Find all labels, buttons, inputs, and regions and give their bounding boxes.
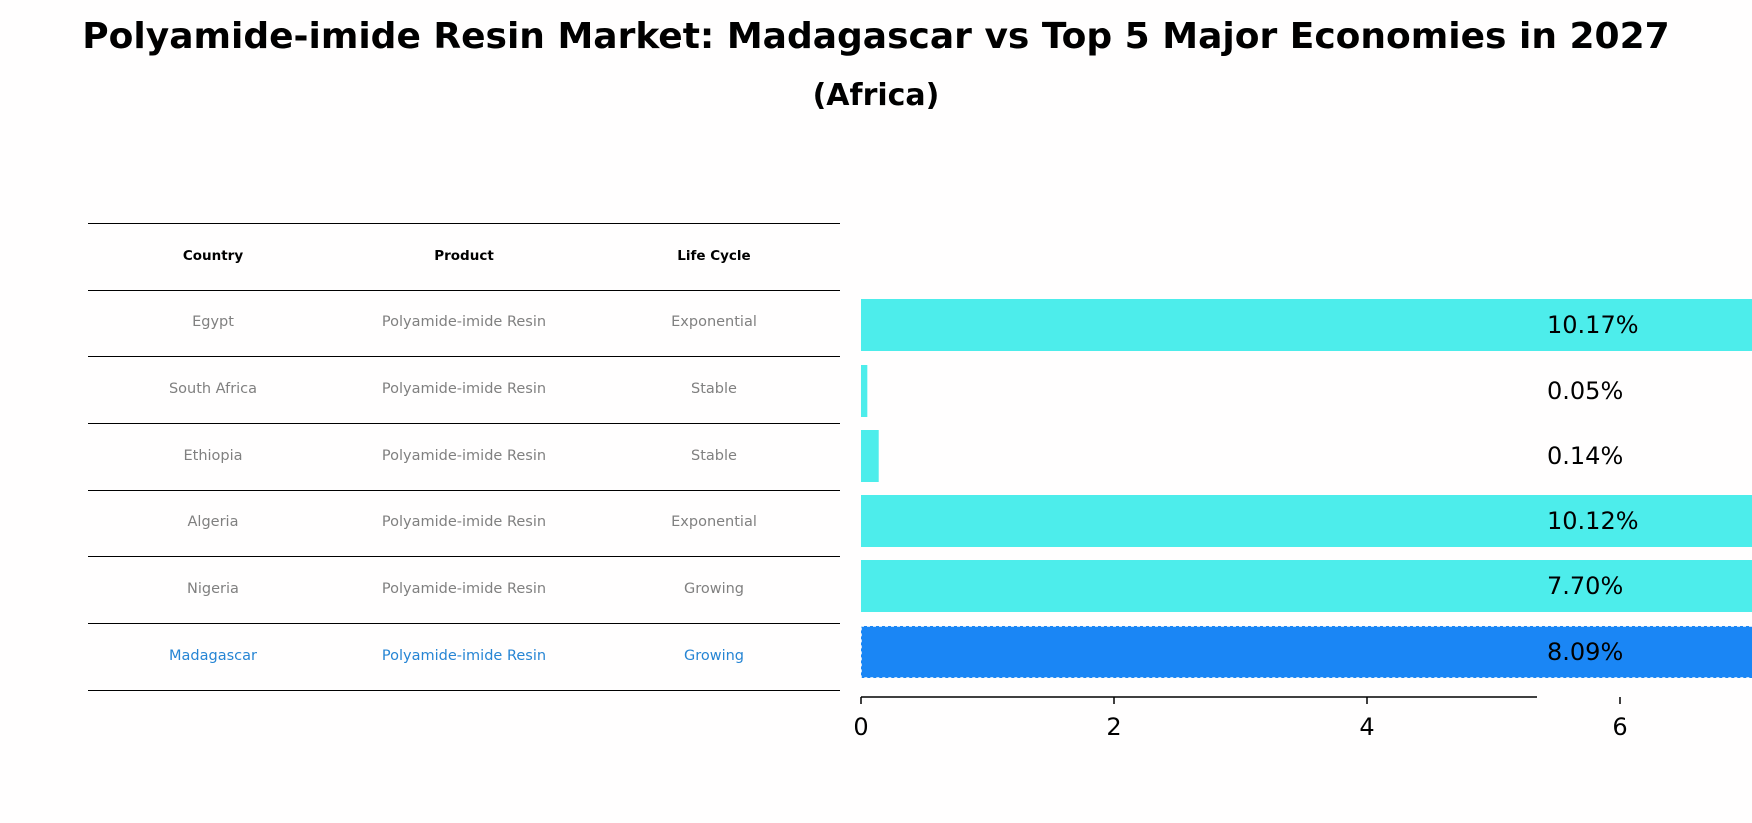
value-label-south-africa: 0.05% [1547, 377, 1623, 405]
bar-south-africa [861, 365, 868, 417]
row-product: Polyamide-imide Resin [381, 314, 547, 330]
row-country: Egypt [192, 314, 234, 330]
row-life-cycle: Exponential [671, 314, 757, 330]
table-rule [88, 423, 840, 424]
table-rule [88, 290, 840, 291]
table-rule [88, 490, 840, 491]
chart-title: Polyamide-imide Resin Market: Madagascar… [82, 16, 1670, 57]
bar-madagascar [860, 625, 1752, 679]
header-product: Product [434, 248, 494, 264]
row-country-highlight: Madagascar [169, 648, 257, 664]
value-label-ethiopia: 0.14% [1547, 442, 1623, 470]
row-life-cycle-highlight: Growing [683, 648, 745, 664]
table-rule [88, 356, 840, 357]
x-tick-label: 6 [1612, 713, 1627, 741]
row-life-cycle: Stable [691, 381, 737, 397]
chart-subtitle: (Africa) [812, 78, 940, 113]
row-country: South Africa [168, 381, 258, 397]
x-tick-label: 0 [853, 713, 868, 741]
row-product: Polyamide-imide Resin [381, 448, 547, 464]
row-country: Nigeria [187, 581, 239, 597]
x-tick-label: 4 [1359, 713, 1374, 741]
bar-algeria [861, 495, 1752, 547]
bar-nigeria [861, 560, 1752, 612]
x-tick-label: 2 [1106, 713, 1121, 741]
row-product-highlight: Polyamide-imide Resin [381, 648, 547, 664]
header-life-cycle: Life Cycle [677, 248, 751, 264]
table-rule [88, 223, 840, 224]
table-rule [88, 623, 840, 624]
value-label-algeria: 10.12% [1547, 507, 1639, 535]
value-label-nigeria: 7.70% [1547, 572, 1623, 600]
row-life-cycle: Stable [691, 448, 737, 464]
row-product: Polyamide-imide Resin [381, 581, 547, 597]
row-country: Ethiopia [183, 448, 243, 464]
bar-egypt [861, 299, 1752, 351]
row-country: Algeria [187, 514, 239, 530]
table-rule [88, 556, 840, 557]
header-country: Country [182, 248, 244, 264]
row-life-cycle: Growing [683, 581, 745, 597]
value-label-madagascar: 8.09% [1547, 638, 1623, 666]
table-rule [88, 690, 840, 691]
row-life-cycle: Exponential [671, 514, 757, 530]
row-product: Polyamide-imide Resin [381, 514, 547, 530]
value-label-egypt: 10.17% [1547, 311, 1639, 339]
row-product: Polyamide-imide Resin [381, 381, 547, 397]
bar-ethiopia [861, 430, 879, 482]
